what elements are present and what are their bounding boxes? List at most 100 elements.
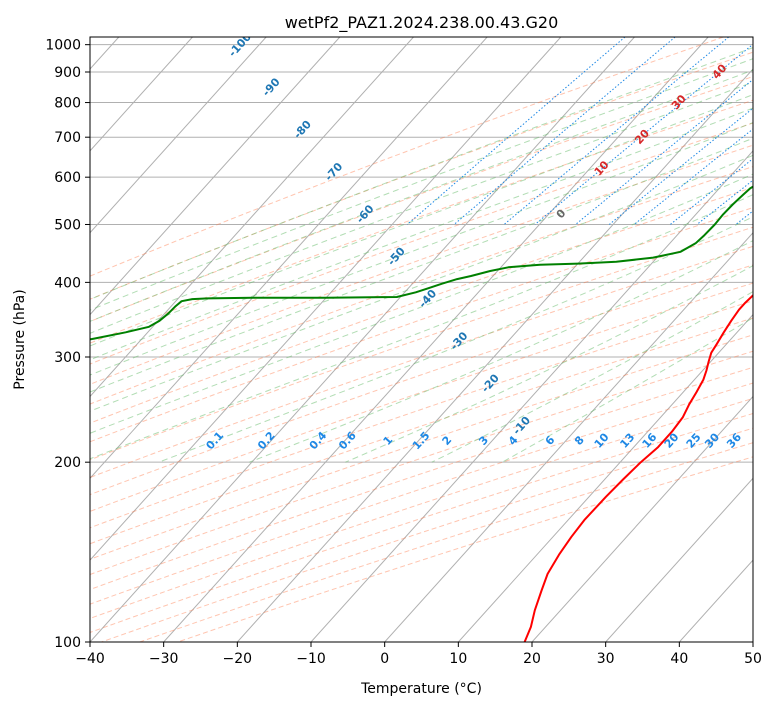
- dry-adiabat-line: [90, 166, 753, 405]
- x-tick-label: −10: [296, 651, 326, 667]
- mixing-ratio-label: 25: [684, 431, 704, 451]
- isotherm-line: [531, 395, 753, 642]
- chart-title: wetPf2_PAZ1.2024.238.00.43.G20: [285, 13, 559, 33]
- mixing-ratio-label: 3: [476, 433, 491, 447]
- dry-adiabat-line: [90, 366, 753, 591]
- y-tick-label: 700: [54, 130, 81, 146]
- isotherm-line: [384, 231, 753, 642]
- y-tick-label: 600: [54, 170, 81, 186]
- isotherm-line: [457, 313, 753, 642]
- moist-adiabat-line: [90, 173, 753, 434]
- dry-adiabat-line: [90, 186, 753, 424]
- dry-adiabat-line: [90, 382, 753, 605]
- y-tick-label: 300: [54, 350, 81, 366]
- moist-adiabat-line: [90, 122, 753, 376]
- moist-adiabat-line: [90, 154, 753, 412]
- mixing-ratio-line: [608, 107, 753, 225]
- dry-adiabat-line: [90, 397, 753, 619]
- moist-adiabat-line: [90, 107, 753, 361]
- moist-adiabat-line: [90, 47, 753, 300]
- isotherm-line: [90, 37, 488, 480]
- dry-adiabat-line: [90, 264, 753, 496]
- moist-adiabat-line: [90, 58, 753, 311]
- y-tick-label: 1000: [45, 38, 81, 54]
- moist-adiabat-line: [90, 194, 753, 460]
- moist-adiabat-line: [158, 216, 753, 463]
- y-tick-label: 100: [54, 635, 81, 651]
- x-tick-label: 40: [670, 651, 688, 667]
- dry-adiabat-line: [90, 300, 753, 529]
- mixing-ratio-line: [575, 78, 753, 225]
- isotherm-line: [90, 37, 267, 234]
- y-tick-label: 500: [54, 217, 81, 233]
- mixing-ratio-label: 13: [617, 431, 637, 451]
- dry-adiabat-line: [90, 37, 724, 277]
- x-tick-label: −30: [149, 651, 179, 667]
- moist-adiabat-line: [90, 137, 753, 393]
- mixing-ratio-line: [534, 43, 753, 225]
- dry-adiabat-line: [90, 245, 753, 479]
- y-tick-label: 200: [54, 455, 81, 471]
- dry-adiabat-line: [90, 144, 753, 385]
- isotherm-line: [90, 37, 193, 152]
- isotherm-label: -20: [479, 371, 502, 395]
- moist-adiabat-line: [249, 240, 753, 463]
- mixing-ratio-label: 1.5: [410, 429, 433, 452]
- isotherm-label: -90: [260, 75, 283, 99]
- wet-bulb-label: 20: [632, 127, 652, 147]
- moist-adiabat-line: [90, 94, 753, 347]
- mixing-ratio-label: 2: [440, 433, 455, 447]
- isotherm-line: [605, 477, 753, 642]
- dewpoint-profile-line: [90, 185, 753, 341]
- isotherm-line: [90, 37, 341, 316]
- isotherm-line: [90, 37, 635, 642]
- x-tick-label: 30: [597, 651, 615, 667]
- x-tick-label: −40: [75, 651, 105, 667]
- dry-adiabat-line: [101, 427, 753, 642]
- isotherm-line: [163, 37, 709, 642]
- mixing-ratio-line: [453, 37, 676, 225]
- y-tick-label: 900: [54, 65, 81, 81]
- mixing-ratio-line: [406, 37, 626, 225]
- dry-adiabat-line: [90, 350, 753, 576]
- dry-adiabat-line: [90, 317, 753, 545]
- moist-adiabat-line: [90, 69, 753, 322]
- isotherm-line: [236, 68, 753, 642]
- dry-adiabat-line: [177, 456, 753, 642]
- y-tick-label: 400: [54, 275, 81, 291]
- dry-adiabat-line: [90, 334, 753, 560]
- mixing-ratio-label: 36: [724, 430, 744, 450]
- y-tick-label: 800: [54, 96, 81, 112]
- mixing-ratio-label: 0.1: [204, 429, 227, 452]
- dry-adiabat-line: [90, 51, 753, 300]
- isotherm-label: -30: [448, 329, 471, 353]
- isotherm-line: [752, 641, 753, 642]
- y-axis-label: Pressure (hPa): [12, 289, 28, 389]
- x-tick-label: 0: [380, 651, 389, 667]
- mixing-ratio-line: [503, 37, 730, 225]
- x-tick-label: −20: [223, 651, 253, 667]
- moist-adiabat-line: [345, 265, 753, 463]
- isotherm-label: -60: [354, 202, 377, 226]
- dry-adiabat-line: [90, 282, 753, 512]
- plot-frame: [89, 36, 754, 643]
- isotherm-label: -70: [322, 160, 345, 184]
- dry-adiabat-line: [90, 207, 753, 443]
- mixing-ratio-label: 20: [662, 430, 682, 450]
- mixing-ratio-label: 0.2: [255, 429, 278, 452]
- moist-adiabat-line: [90, 81, 753, 334]
- wet-bulb-label: 40: [710, 61, 730, 81]
- isotherm-line: [90, 37, 562, 561]
- mixing-ratio-line: [764, 37, 775, 225]
- x-axis-label: Temperature (°C): [360, 681, 482, 697]
- x-tick-label: 10: [449, 651, 467, 667]
- isotherm-line: [310, 150, 753, 642]
- x-tick-label: 50: [744, 651, 762, 667]
- mixing-ratio-line: [669, 158, 753, 225]
- dry-adiabat-line: [90, 76, 753, 323]
- dry-adiabat-line: [90, 226, 753, 461]
- dry-adiabat-line: [90, 99, 753, 344]
- moist-adiabat-line: [501, 317, 753, 463]
- isotherm-label: -80: [291, 118, 314, 142]
